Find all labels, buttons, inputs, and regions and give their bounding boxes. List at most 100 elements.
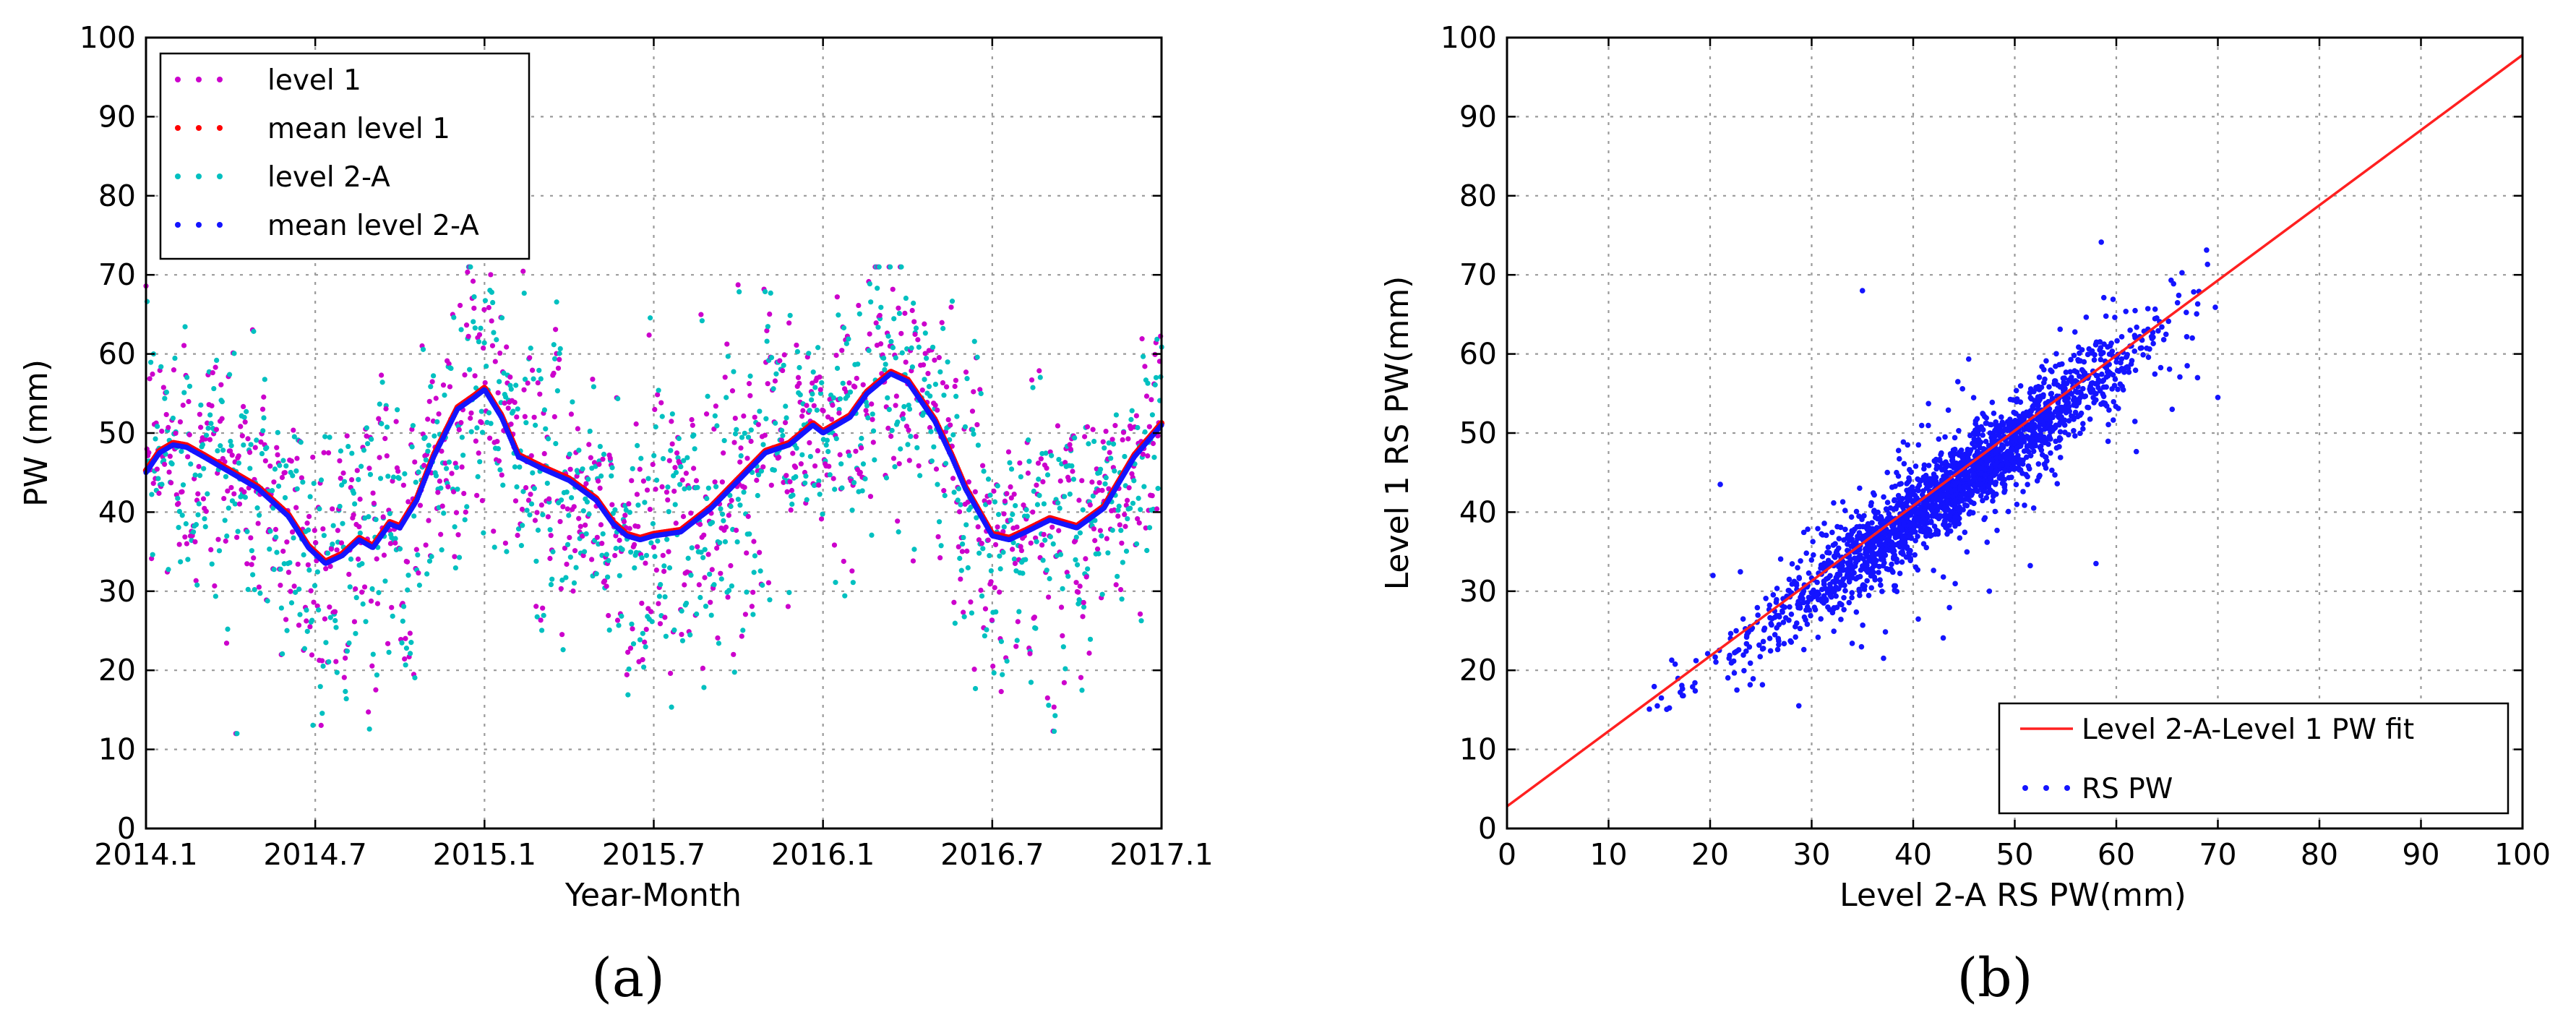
- level1-point: [920, 362, 927, 368]
- level1-point: [1044, 695, 1050, 701]
- level2a-point: [985, 476, 992, 482]
- level2a-point: [679, 608, 684, 614]
- level1-point: [1149, 493, 1155, 499]
- level1-point: [1125, 436, 1131, 442]
- level2a-point: [1140, 354, 1146, 359]
- level2a-point: [374, 672, 380, 678]
- level2a-point: [366, 514, 372, 520]
- level2a-point: [916, 344, 922, 350]
- level1-point: [804, 403, 810, 408]
- level1-point: [1122, 512, 1128, 518]
- rs-pw-point: [2017, 383, 2024, 389]
- level1-point: [417, 502, 424, 508]
- level1-point: [416, 570, 421, 576]
- level1-point: [440, 382, 447, 388]
- level2a-point: [739, 434, 745, 440]
- level1-point: [218, 382, 224, 387]
- rs-pw-point: [2027, 562, 2033, 569]
- level2a-point: [533, 558, 539, 564]
- rs-pw-point: [1831, 628, 1837, 635]
- level2a-point: [528, 346, 533, 351]
- level2a-point: [249, 548, 254, 554]
- level1-point: [546, 496, 552, 502]
- level2a-point: [277, 463, 283, 468]
- level2a-point: [971, 338, 977, 344]
- level1-point: [1035, 461, 1042, 466]
- level1-point: [407, 630, 413, 636]
- level1-point: [296, 622, 302, 628]
- level2a-point: [626, 666, 632, 672]
- level1-point: [304, 618, 309, 624]
- rs-pw-point: [2053, 351, 2059, 357]
- level1-point: [1046, 594, 1052, 600]
- level1-point: [371, 500, 377, 506]
- level2a-point: [271, 567, 277, 573]
- level1-point: [340, 470, 346, 476]
- level1-point: [307, 624, 313, 630]
- level1-point: [533, 604, 539, 609]
- level2a-point: [738, 453, 744, 459]
- level1-point: [903, 359, 909, 365]
- level1-point: [182, 534, 188, 540]
- level2a-point: [846, 453, 852, 458]
- level1-point: [1038, 456, 1044, 462]
- level1-point: [239, 433, 245, 439]
- level1-point: [951, 599, 957, 605]
- level2a-point: [609, 465, 615, 471]
- level2a-point: [593, 571, 599, 577]
- level1-point: [385, 641, 391, 646]
- level2a-point: [731, 669, 737, 675]
- level1-point: [567, 534, 572, 541]
- level2a-point: [359, 561, 365, 567]
- level1-point: [215, 536, 221, 542]
- level1-point: [1029, 377, 1035, 383]
- level2a-point: [630, 466, 635, 471]
- level2a-point: [817, 390, 824, 396]
- level2a-point: [698, 549, 704, 555]
- level2a-point: [353, 630, 359, 636]
- level2a-point: [178, 559, 184, 565]
- level1-point: [877, 312, 883, 318]
- level2a-point: [241, 414, 247, 420]
- level2a-point: [649, 619, 655, 625]
- level1-point: [334, 547, 340, 553]
- level1-point: [1122, 523, 1128, 529]
- level2a-point: [929, 344, 936, 350]
- level1-point: [961, 609, 966, 615]
- level2a-point: [534, 614, 540, 620]
- level1-point: [643, 560, 648, 566]
- level1-point: [936, 355, 942, 361]
- level1-point: [825, 414, 831, 420]
- level2a-point: [160, 458, 167, 463]
- level2a-point: [559, 577, 565, 583]
- level1-point: [1112, 423, 1118, 429]
- level2a-point: [987, 552, 992, 559]
- level2a-point: [997, 566, 1003, 572]
- level1-point: [291, 583, 297, 589]
- level2a-point: [557, 346, 563, 351]
- level1-point: [922, 321, 927, 327]
- level1-point: [709, 567, 715, 573]
- level2a-point: [968, 504, 974, 510]
- level2a-point: [840, 380, 846, 386]
- level2a-point: [272, 466, 278, 472]
- level1-point: [606, 612, 611, 619]
- level1-point: [294, 455, 300, 461]
- level1-point: [343, 655, 348, 661]
- level2a-point: [838, 461, 844, 467]
- legend-a-swatch: [175, 222, 181, 228]
- level1-point: [1086, 650, 1092, 656]
- level1-point: [291, 427, 296, 433]
- level2a-point: [411, 513, 417, 519]
- level1-point: [748, 438, 754, 445]
- level1-point: [489, 318, 494, 324]
- level2a-point: [958, 568, 964, 573]
- level1-point: [1091, 526, 1097, 532]
- level1-point: [308, 588, 314, 594]
- level2a-point: [1096, 551, 1102, 557]
- level1-point: [241, 403, 246, 410]
- level2a-point: [275, 429, 280, 435]
- level2a-point: [703, 604, 709, 609]
- rs-pw-point: [1757, 654, 1764, 660]
- level2a-point: [824, 437, 830, 443]
